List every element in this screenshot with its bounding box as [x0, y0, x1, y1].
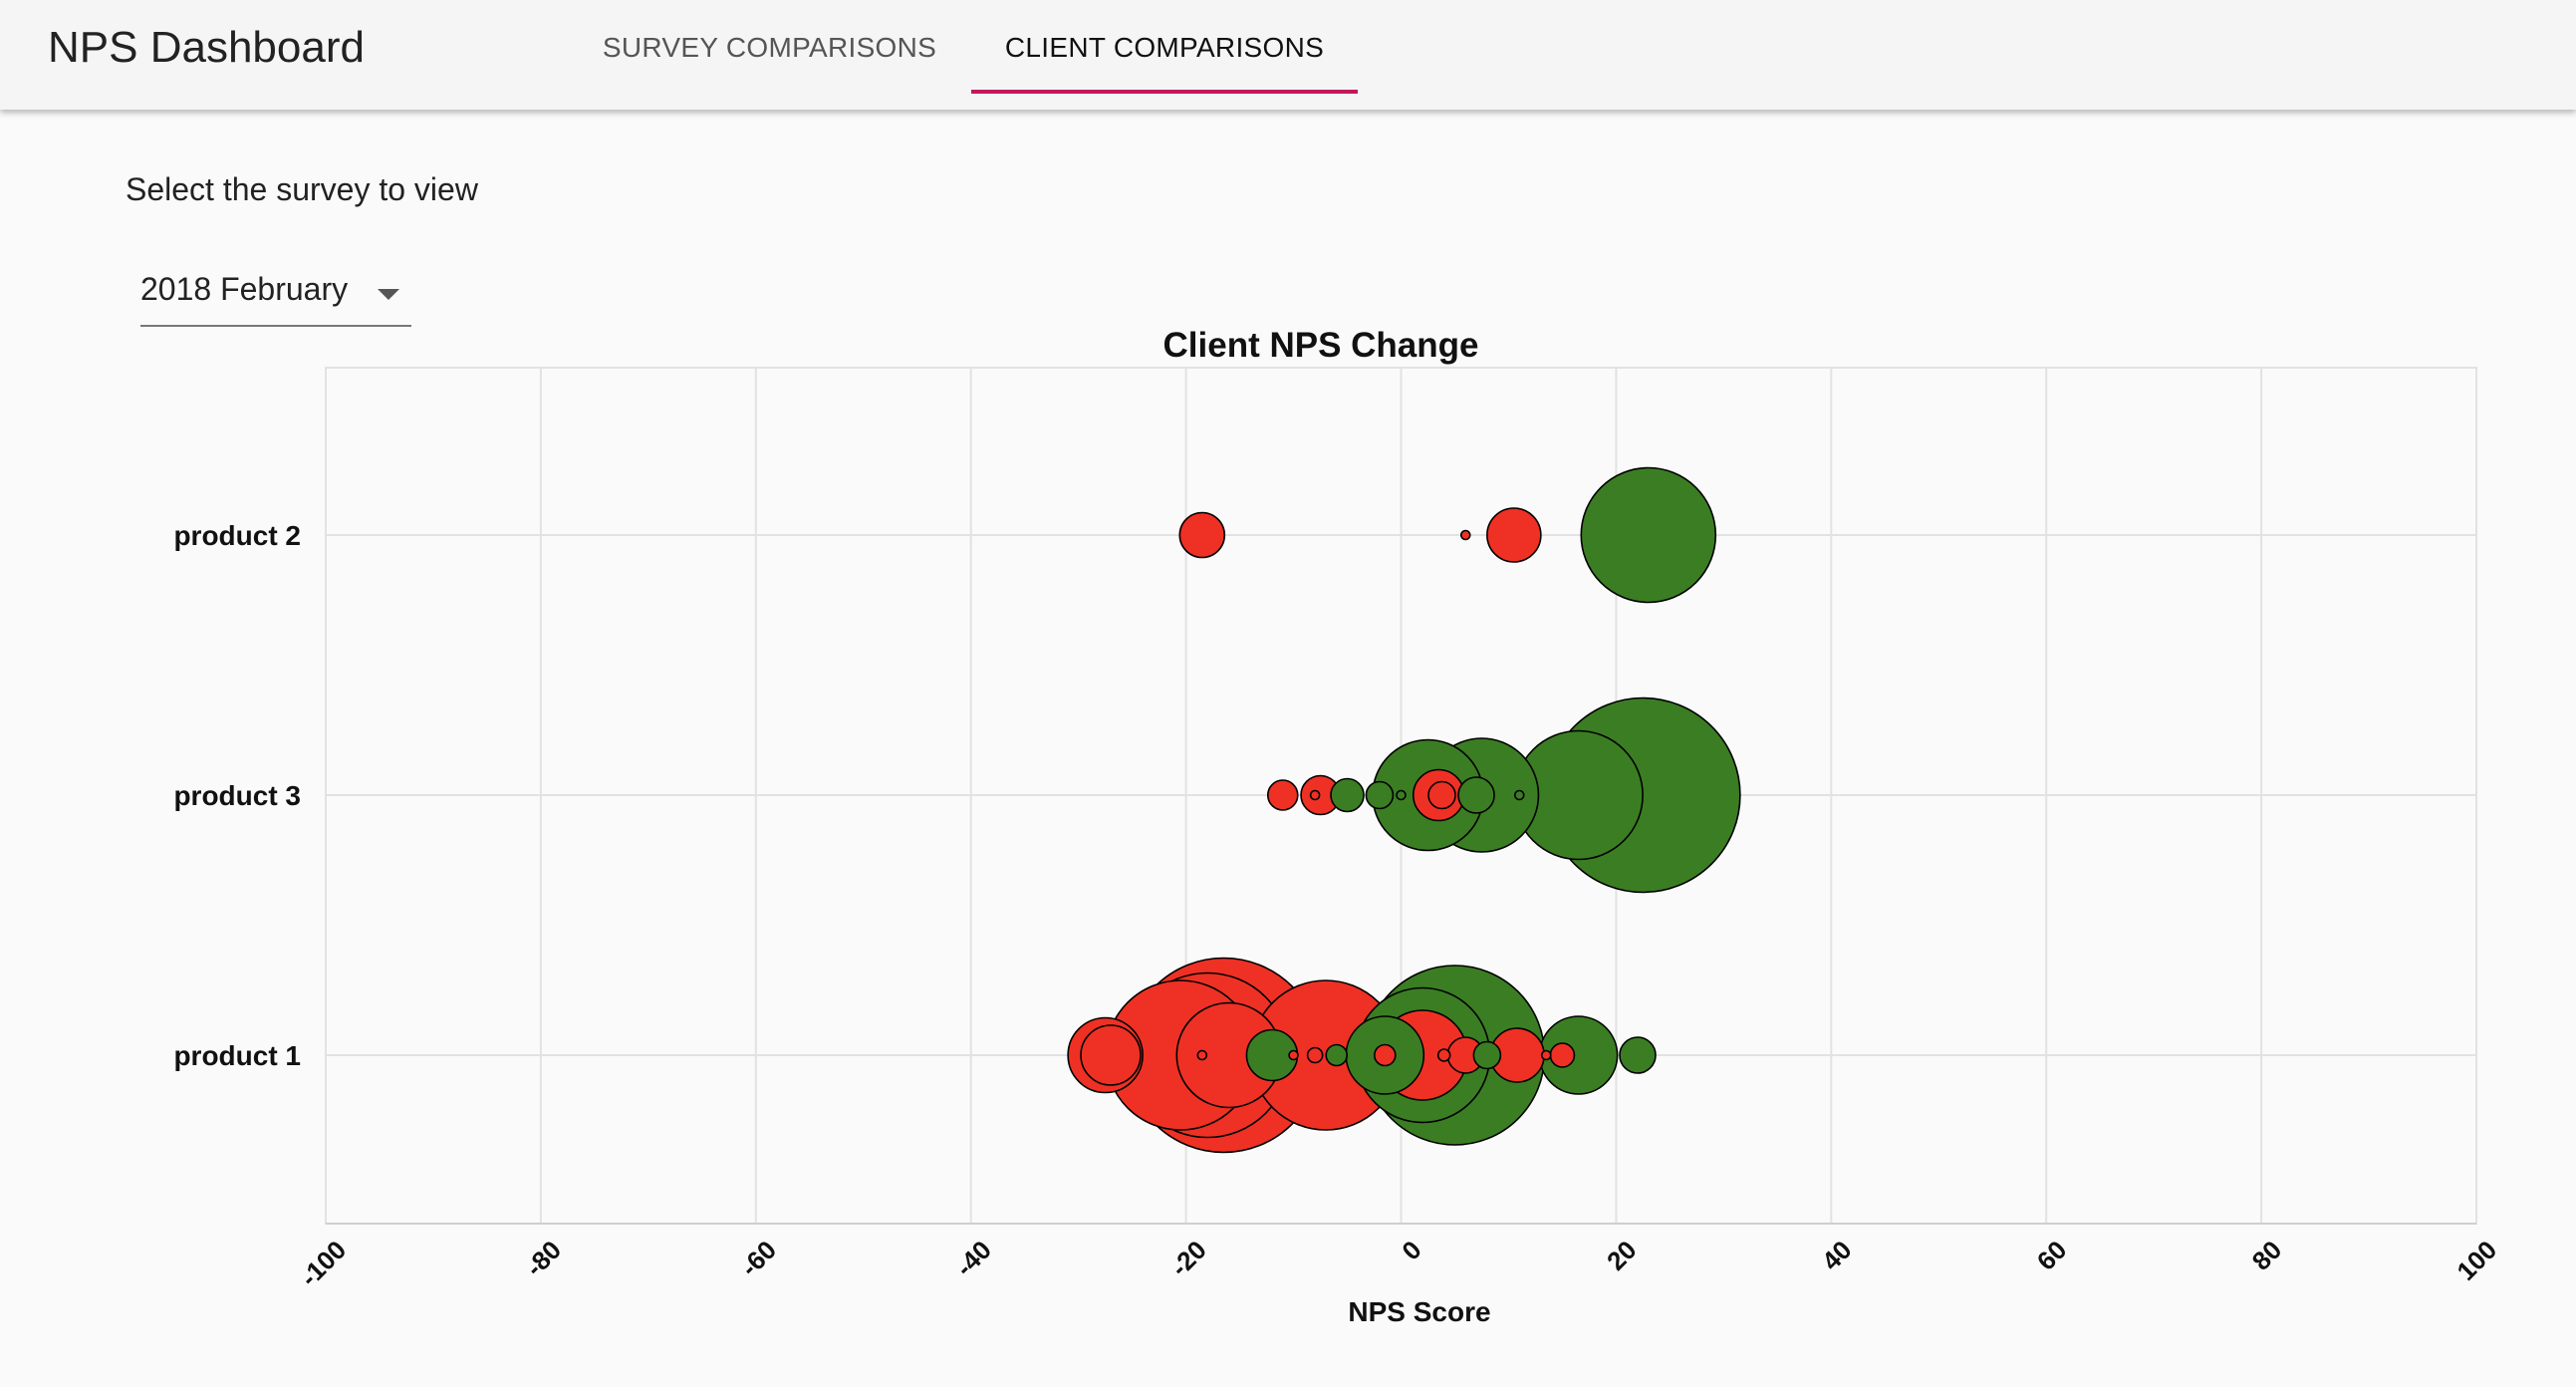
- nps-bubble: [1459, 529, 1471, 541]
- category-label: product 2: [173, 520, 301, 551]
- nps-bubble: [1080, 1024, 1142, 1086]
- x-tick-label: -80: [519, 1235, 567, 1282]
- top-app-bar: NPS Dashboard SURVEY COMPARISONS CLIENT …: [0, 0, 2576, 110]
- nps-bubble: [1580, 466, 1717, 604]
- nps-bubble: [1178, 511, 1226, 559]
- category-label: product 1: [173, 1040, 301, 1071]
- nps-bubble: [1472, 1040, 1502, 1070]
- x-tick-label: 60: [2031, 1235, 2073, 1276]
- nps-bubble: [1309, 789, 1321, 801]
- tab-client-comparisons[interactable]: CLIENT COMPARISONS: [1004, 32, 1325, 63]
- nps-bubble: [1288, 1049, 1299, 1061]
- nps-bubble: [1306, 1046, 1324, 1064]
- nps-bubble: [1486, 507, 1542, 563]
- nps-bubble: [1436, 1048, 1451, 1062]
- nps-bubble: [1540, 1049, 1552, 1061]
- x-tick-label: 40: [1816, 1235, 1858, 1276]
- app-title: NPS Dashboard: [48, 23, 365, 72]
- x-tick-label: 0: [1396, 1235, 1426, 1265]
- nps-bubble: [1396, 789, 1407, 801]
- bubbles: [1067, 466, 1741, 1154]
- x-tick-label: -100: [294, 1235, 352, 1292]
- x-tick-label: -20: [1164, 1235, 1212, 1282]
- tab-survey-comparisons[interactable]: SURVEY COMPARISONS: [602, 32, 937, 63]
- active-tab-indicator: [971, 90, 1358, 94]
- nps-bubble: [1619, 1036, 1657, 1074]
- nps-bubble: [1427, 780, 1456, 810]
- dropdown-arrow-icon[interactable]: [378, 289, 399, 300]
- chart-title: Client NPS Change: [1163, 326, 1479, 365]
- nps-bubble: [1365, 780, 1395, 810]
- nps-bubble: [1457, 776, 1495, 814]
- survey-select-value: 2018 February: [140, 271, 349, 307]
- survey-select[interactable]: 2018 February: [140, 267, 411, 327]
- x-axis-title: NPS Score: [1348, 1296, 1490, 1327]
- nps-bubble: [1549, 1042, 1576, 1068]
- survey-prompt-label: Select the survey to view: [126, 171, 478, 207]
- x-tick-label: 20: [1601, 1235, 1643, 1276]
- nps-bubble: [1513, 789, 1525, 801]
- x-tick-label: -40: [949, 1235, 997, 1282]
- x-tick-label: 100: [2450, 1235, 2502, 1286]
- nps-bubble: [1196, 1049, 1208, 1061]
- nps-bubble: [1374, 1043, 1397, 1067]
- nps-bubble: [1325, 1043, 1349, 1067]
- nps-bubble: [1266, 779, 1299, 811]
- category-labels: product 2 product 3 product 1: [173, 520, 301, 1071]
- nps-bubble: [1330, 777, 1365, 813]
- x-tick-label: -60: [734, 1235, 782, 1282]
- category-label: product 3: [173, 780, 301, 811]
- x-tick-labels: -100 -80 -60 -40 -20 0 20 40 60 80 100: [294, 1235, 2502, 1292]
- x-tick-label: 80: [2246, 1235, 2288, 1276]
